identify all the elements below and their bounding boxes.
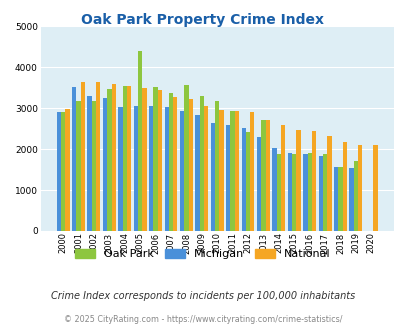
Text: Oak Park Property Crime Index: Oak Park Property Crime Index (81, 13, 324, 27)
Bar (127, 86, 131, 231)
Bar (158, 90, 162, 231)
Bar (265, 120, 269, 231)
Bar (291, 154, 296, 231)
Bar (226, 125, 230, 231)
Bar (256, 137, 261, 231)
Bar (296, 129, 300, 231)
Text: © 2025 CityRating.com - https://www.cityrating.com/crime-statistics/: © 2025 CityRating.com - https://www.city… (64, 315, 341, 324)
Bar (173, 97, 177, 231)
Bar (179, 111, 184, 231)
Bar (215, 101, 219, 231)
Bar (92, 101, 96, 231)
Bar (188, 99, 192, 231)
Bar (318, 156, 322, 231)
Bar (203, 106, 208, 231)
Bar (210, 123, 215, 231)
Bar (118, 107, 122, 231)
Bar (326, 136, 331, 231)
Bar (57, 112, 61, 231)
Bar (199, 96, 203, 231)
Bar (280, 125, 285, 231)
Bar (272, 148, 276, 231)
Bar (111, 84, 115, 231)
Bar (61, 112, 65, 231)
Bar (195, 115, 199, 231)
Bar (353, 161, 357, 231)
Bar (142, 88, 146, 231)
Bar (287, 153, 291, 231)
Bar (357, 145, 362, 231)
Bar (72, 86, 76, 231)
Bar (245, 132, 249, 231)
Bar (107, 88, 111, 231)
Bar (96, 82, 100, 231)
Legend: Oak Park, Michigan, National: Oak Park, Michigan, National (70, 244, 335, 263)
Bar (349, 168, 353, 231)
Bar (81, 82, 85, 231)
Bar (276, 154, 280, 231)
Bar (333, 167, 337, 231)
Bar (76, 101, 81, 231)
Text: Crime Index corresponds to incidents per 100,000 inhabitants: Crime Index corresponds to incidents per… (51, 291, 354, 301)
Bar (311, 131, 315, 231)
Bar (122, 86, 127, 231)
Bar (303, 154, 307, 231)
Bar (153, 86, 158, 231)
Bar (168, 93, 173, 231)
Bar (249, 112, 254, 231)
Bar (307, 153, 311, 231)
Bar (337, 167, 342, 231)
Bar (234, 111, 239, 231)
Bar (65, 109, 69, 231)
Bar (373, 145, 377, 231)
Bar (133, 106, 138, 231)
Bar (219, 110, 223, 231)
Bar (261, 120, 265, 231)
Bar (184, 85, 188, 231)
Bar (230, 111, 234, 231)
Bar (102, 98, 107, 231)
Bar (138, 51, 142, 231)
Bar (322, 154, 326, 231)
Bar (149, 106, 153, 231)
Bar (87, 96, 92, 231)
Bar (241, 128, 245, 231)
Bar (342, 142, 346, 231)
Bar (164, 107, 168, 231)
